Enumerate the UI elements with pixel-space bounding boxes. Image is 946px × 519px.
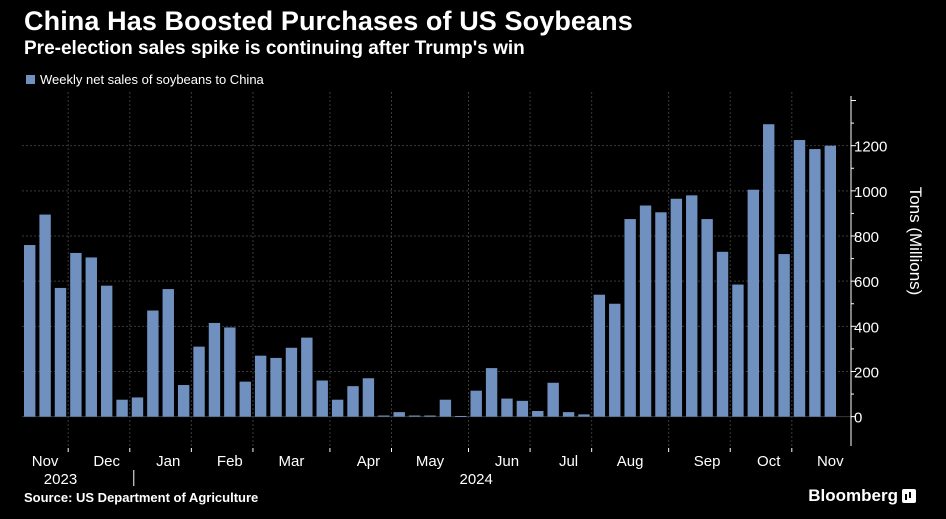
- bar: [162, 289, 174, 417]
- bar: [686, 195, 698, 417]
- bar: [100, 285, 113, 417]
- bar: [116, 399, 128, 417]
- bar: [70, 252, 82, 417]
- x-tick-label: Jul: [559, 453, 578, 470]
- legend-label: Weekly net sales of soybeans to China: [40, 72, 264, 87]
- bar: [147, 310, 159, 417]
- bar: [470, 390, 482, 417]
- bloomberg-chart-icon: [902, 489, 916, 503]
- chart-title: China Has Boosted Purchases of US Soybea…: [24, 6, 633, 36]
- y-tick-label: 0: [854, 410, 862, 427]
- chart-subtitle: Pre-election sales spike is continuing a…: [24, 38, 525, 59]
- bar: [378, 415, 390, 417]
- bar: [716, 251, 729, 417]
- x-tick-label: Jun: [495, 453, 519, 470]
- bar: [763, 124, 775, 417]
- x-tick-label: Aug: [617, 453, 644, 470]
- legend: Weekly net sales of soybeans to China: [26, 72, 264, 87]
- bar: [131, 397, 144, 417]
- bloomberg-logo: Bloomberg: [808, 486, 916, 506]
- bar: [85, 257, 97, 417]
- x-tick-label: Oct: [757, 453, 781, 470]
- legend-swatch: [26, 75, 35, 84]
- bar: [208, 322, 221, 417]
- x-tick-label: Feb: [217, 453, 243, 470]
- bar: [747, 189, 760, 417]
- bar: [547, 382, 559, 417]
- bar: [501, 398, 513, 417]
- bar: [639, 205, 652, 417]
- x-tick-label: May: [416, 453, 445, 470]
- bar: [224, 327, 236, 417]
- bar: [408, 415, 421, 417]
- bar: [824, 145, 836, 417]
- bar: [701, 219, 713, 417]
- x-tick-label: Jan: [156, 453, 180, 470]
- y-tick-label: 600: [854, 274, 879, 291]
- bar: [655, 212, 667, 417]
- bar: [624, 219, 636, 417]
- x-tick-label: Mar: [279, 453, 305, 470]
- bar: [578, 414, 590, 417]
- bar: [593, 294, 606, 417]
- bar: [778, 254, 790, 417]
- x-tick-label: Nov: [32, 453, 59, 470]
- bar: [793, 140, 806, 417]
- bar: [39, 214, 51, 417]
- source-note: Source: US Department of Agriculture: [24, 490, 259, 505]
- y-tick-label: 200: [854, 364, 879, 381]
- x-tick-label: Apr: [357, 453, 380, 470]
- bar: [54, 287, 67, 417]
- bar: [424, 415, 436, 417]
- year-label: 2024: [460, 471, 493, 488]
- y-tick-label: 1000: [854, 184, 887, 201]
- bar: [809, 149, 821, 417]
- bar: [732, 284, 744, 417]
- bar: [609, 303, 621, 417]
- bar: [331, 399, 344, 417]
- y-tick-label: 1200: [854, 139, 887, 156]
- bar: [532, 411, 544, 417]
- bar: [270, 357, 282, 417]
- bar: [24, 245, 36, 417]
- bar: [393, 412, 405, 417]
- bar: [239, 381, 251, 417]
- bar: [177, 385, 190, 417]
- y-tick-label: 800: [854, 229, 879, 246]
- bar: [254, 355, 267, 417]
- bar: [362, 378, 375, 417]
- bar: [485, 368, 498, 417]
- bar: [670, 198, 683, 417]
- bar: [285, 347, 298, 417]
- bar: [455, 415, 467, 417]
- bar: [516, 400, 529, 417]
- x-tick-label: Sep: [694, 453, 721, 470]
- x-tick-label: Nov: [817, 453, 844, 470]
- bar: [439, 399, 452, 417]
- bar: [316, 380, 328, 417]
- bar: [562, 412, 575, 417]
- bar: [347, 386, 359, 417]
- bar: [193, 346, 205, 417]
- y-tick-label: 400: [854, 319, 879, 336]
- y-axis-label: Tons (Millions): [906, 187, 925, 296]
- brand-name: Bloomberg: [808, 486, 898, 505]
- bar: [301, 337, 313, 417]
- x-tick-label: Dec: [93, 453, 120, 470]
- year-label: 2023: [44, 471, 77, 488]
